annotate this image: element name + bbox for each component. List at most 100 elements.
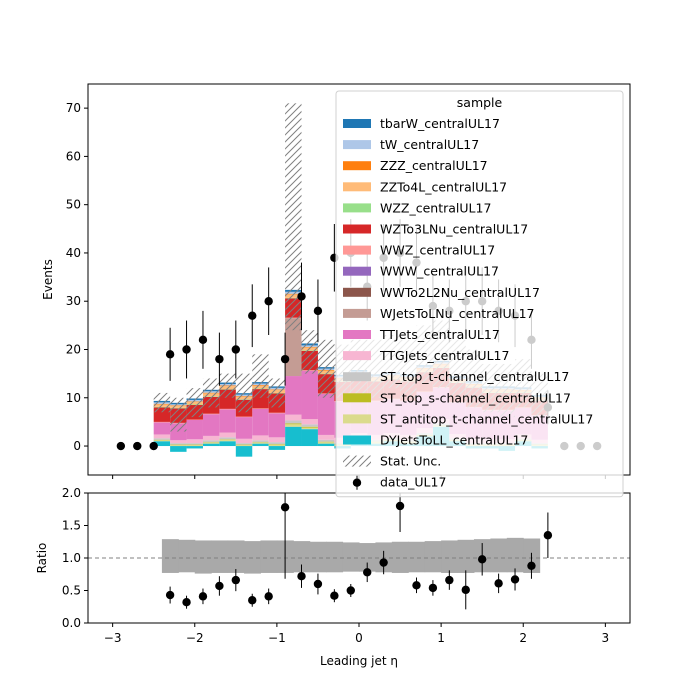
ratio-band-bin	[309, 541, 327, 573]
data-point	[297, 292, 306, 301]
legend-title: sample	[457, 95, 503, 110]
stack-bar	[285, 426, 302, 447]
legend-label: tbarW_centralUL17	[380, 116, 500, 131]
stack-bar	[170, 443, 187, 445]
stack-bar	[317, 441, 335, 443]
ratio-point	[248, 596, 257, 605]
stat-unc-bin	[317, 339, 335, 398]
ratio-point	[264, 592, 273, 601]
x-tick-label: 3	[602, 631, 610, 645]
legend-item: WWTo2L2Nu_centralUL17	[343, 285, 540, 300]
stack-bar	[268, 413, 286, 438]
ratio-point	[231, 575, 241, 585]
stat-unc-bin	[202, 378, 220, 408]
y-tick-label: 40	[66, 246, 81, 260]
ratio-point	[395, 501, 405, 511]
legend-label: data_UL17	[380, 475, 446, 490]
stack-bar	[285, 318, 302, 377]
ratio-point	[297, 572, 306, 581]
stack-bar	[235, 446, 253, 457]
stack-bar	[153, 438, 171, 440]
stack-bar	[285, 376, 302, 415]
ratio-band-bin	[194, 540, 212, 574]
stat-unc-bin	[252, 354, 269, 398]
legend-label: tW_centralUL17	[380, 137, 479, 152]
stack-bar	[252, 443, 269, 447]
stack-bar	[235, 444, 253, 446]
ratio-band-bin	[391, 541, 409, 573]
legend: sample tbarW_centralUL17 tW_centralUL17 ZZZ…	[335, 90, 624, 498]
stack-bar	[186, 446, 203, 449]
stack-bar	[268, 412, 286, 414]
ratio-band-bin	[359, 543, 376, 572]
legend-item: ZZZ_centralUL17	[343, 158, 488, 173]
legend-item: data_UL17	[352, 475, 446, 490]
legend-swatch	[343, 414, 371, 424]
stack-bar	[317, 442, 335, 444]
data-point	[215, 354, 224, 364]
stack-bar	[219, 437, 236, 440]
ratio-band-bin	[326, 541, 344, 573]
legend-label: TTJets_centralUL17	[379, 327, 500, 342]
stack-bar	[202, 440, 220, 443]
legend-swatch	[343, 182, 371, 192]
y-tick-label: 60	[66, 149, 81, 163]
legend-label: DYJetsToLL_centralUL17	[380, 433, 528, 448]
x-tick-label: −2	[186, 631, 204, 645]
stack-bar	[268, 444, 286, 445]
stack-bar	[219, 441, 236, 447]
ratio-point	[198, 592, 208, 601]
stack-bar	[153, 441, 171, 447]
stack-bar	[285, 420, 302, 424]
ratio-y-tick-label: 1.0	[62, 551, 81, 565]
stack-bar	[252, 440, 269, 443]
legend-label: WZZ_centralUL17	[380, 200, 491, 215]
stack-bar	[153, 421, 171, 423]
legend-item: tbarW_centralUL17	[343, 116, 500, 131]
stat-unc-bin	[153, 392, 171, 413]
data-point	[116, 441, 126, 451]
stack-bar	[268, 446, 286, 450]
legend-label: TTGJets_centralUL17	[379, 348, 509, 363]
stat-unc-bin	[170, 397, 187, 432]
ratio-band-bin	[161, 539, 179, 573]
legend-label: WWW_centralUL17	[380, 264, 499, 279]
stack-bar	[301, 429, 318, 447]
stack-bar	[235, 416, 253, 418]
stack-bar	[285, 424, 302, 427]
legend-label: WWZ_centralUL17	[380, 243, 495, 258]
ratio-point	[412, 581, 421, 590]
stack-bar	[186, 443, 203, 445]
ratio-band-bin	[244, 541, 261, 574]
stack-bar	[252, 435, 269, 441]
stack-bar	[235, 417, 253, 439]
stack-bar	[219, 409, 236, 433]
y-tick-label: 70	[66, 101, 81, 115]
stack-bar	[301, 419, 318, 425]
ratio-y-axis-label: Ratio	[35, 543, 49, 574]
legend-label: WZTo3LNu_centralUL17	[380, 222, 528, 237]
ratio-band-bin	[293, 541, 311, 573]
ratio-band-bin	[506, 537, 524, 573]
legend-item: DYJetsToLL_centralUL17	[343, 433, 528, 448]
stat-unc-bin	[219, 373, 236, 398]
stack-bar	[153, 434, 171, 439]
ratio-band-bin	[441, 540, 459, 573]
ratio-point	[182, 598, 191, 607]
legend-box	[335, 90, 624, 498]
stack-bar	[153, 422, 171, 435]
stack-bar	[252, 408, 269, 436]
legend-item: ST_top_s-channel_centralUL17	[343, 390, 571, 405]
ratio-band-bin	[457, 539, 475, 573]
ratio-point	[543, 531, 553, 540]
stack-bar	[202, 442, 220, 443]
stack-bar	[301, 427, 318, 430]
y-tick-label: 20	[66, 342, 81, 356]
data-point	[133, 441, 142, 451]
data-point	[149, 441, 158, 451]
legend-swatch	[343, 203, 371, 213]
stack-bar	[170, 444, 187, 446]
legend-label: ZZTo4L_centralUL17	[380, 179, 507, 194]
stack-bar	[186, 419, 203, 420]
